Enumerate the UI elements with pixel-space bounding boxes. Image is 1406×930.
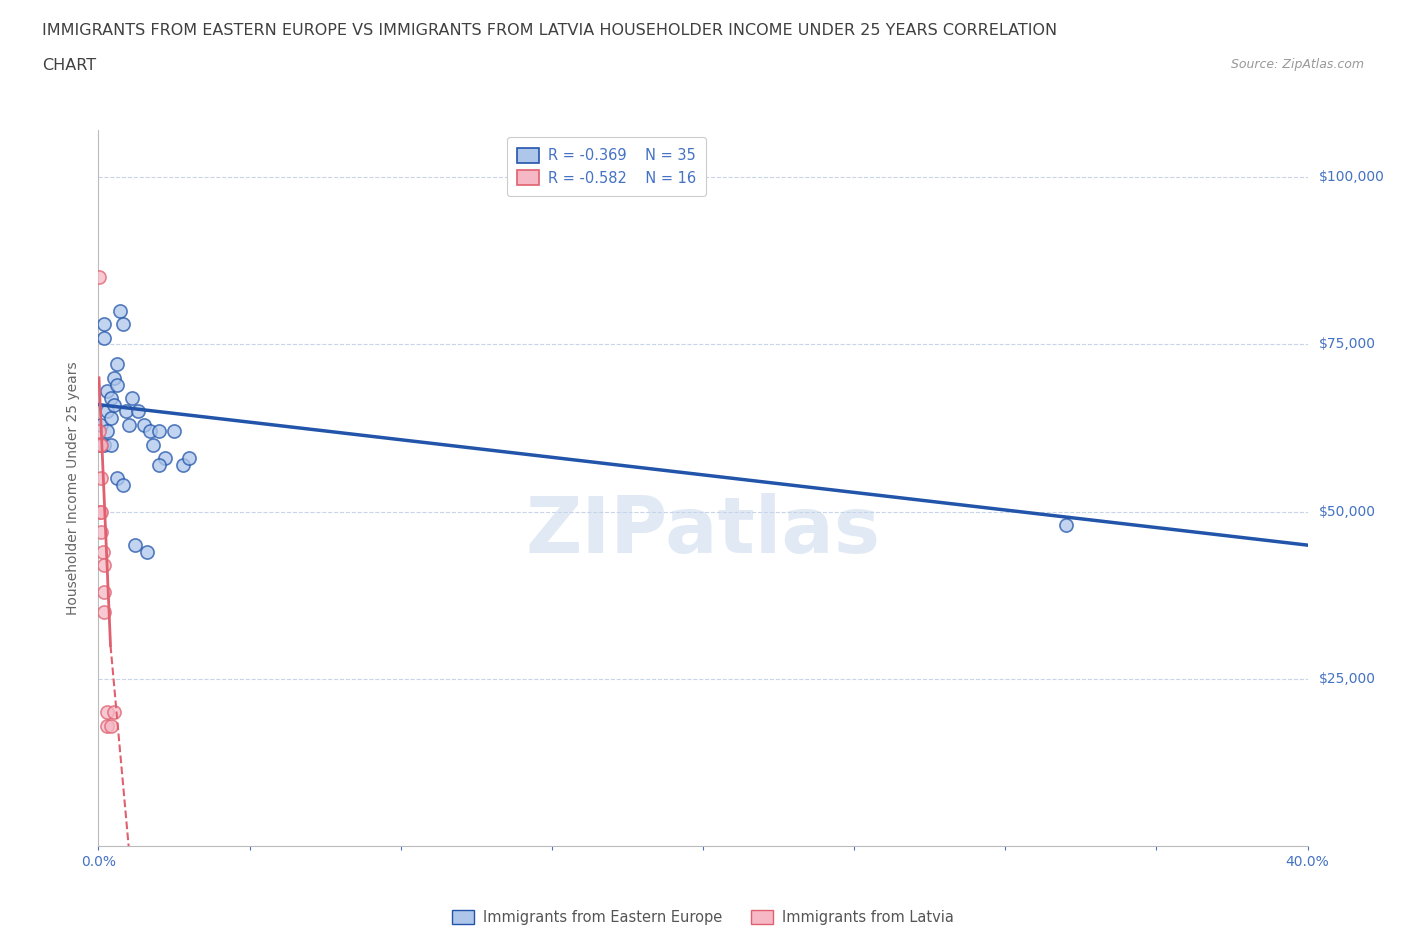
Point [108,303,131,318]
Point [89,504,111,519]
Point [90,525,112,539]
Point [96,705,118,720]
Point [89,270,111,285]
Point [135,544,157,559]
Point [96,718,118,733]
Point [177,451,201,466]
Point [124,538,146,552]
Text: $25,000: $25,000 [1319,672,1375,686]
Text: $50,000: $50,000 [1319,505,1375,519]
Text: CHART: CHART [42,58,96,73]
Point [142,437,165,452]
Text: $100,000: $100,000 [1319,170,1385,184]
Point [163,424,186,439]
Point [139,424,162,439]
Point [132,418,155,432]
Y-axis label: Householder Income Under 25 years: Householder Income Under 25 years [66,362,80,615]
Point [148,424,170,439]
Point [93,437,115,452]
Point [90,504,112,519]
Point [100,718,122,733]
Point [93,604,115,619]
Point [118,418,141,432]
Point [89,424,111,439]
Point [93,585,115,600]
Point [90,437,112,452]
Point [93,317,115,332]
Text: $75,000: $75,000 [1319,338,1375,352]
Point [103,370,125,385]
Point [1054,518,1077,533]
Point [105,471,128,485]
Point [153,451,176,466]
Point [111,317,134,332]
Point [111,477,134,492]
Point [96,384,118,399]
Point [90,471,112,485]
Point [93,558,115,573]
Point [90,437,112,452]
Point [89,437,111,452]
Point [91,544,114,559]
Point [105,377,128,392]
Legend: Immigrants from Eastern Europe, Immigrants from Latvia: Immigrants from Eastern Europe, Immigran… [446,904,960,930]
Point [90,418,112,432]
Point [148,458,170,472]
Text: Source: ZipAtlas.com: Source: ZipAtlas.com [1230,58,1364,71]
Point [172,458,194,472]
Text: IMMIGRANTS FROM EASTERN EUROPE VS IMMIGRANTS FROM LATVIA HOUSEHOLDER INCOME UNDE: IMMIGRANTS FROM EASTERN EUROPE VS IMMIGR… [42,23,1057,38]
Point [105,357,128,372]
Point [103,397,125,412]
Point [127,404,149,418]
Point [100,410,122,425]
Text: ZIPatlas: ZIPatlas [526,493,880,569]
Point [100,391,122,405]
Point [96,424,118,439]
Point [121,391,143,405]
Point [100,437,122,452]
Point [103,705,125,720]
Point [114,404,136,418]
Point [93,330,115,345]
Point [96,404,118,418]
